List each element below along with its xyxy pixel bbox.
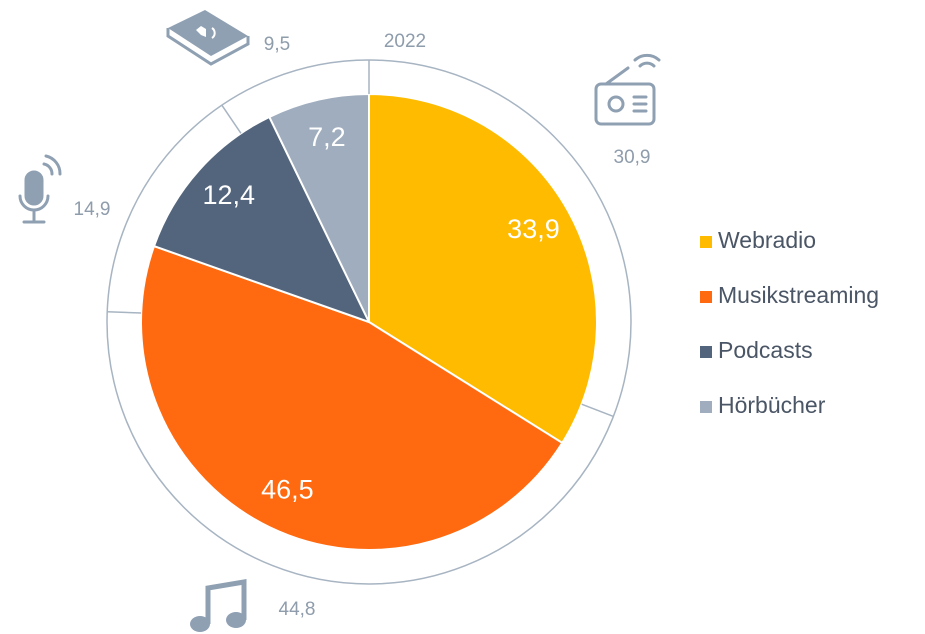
legend-swatch [700,346,712,358]
legend-swatch [700,236,712,248]
legend-label: Hörbücher [718,392,826,418]
legend-label: Musikstreaming [718,282,879,308]
value-label: 33,9 [507,214,560,244]
slice [368,92,598,445]
ring-tick [581,403,614,418]
microphone-icon [18,154,62,224]
slice [152,115,371,324]
legend-label: Podcasts [718,337,813,363]
value-label: 12,4 [202,180,255,210]
value-label: 7,2 [308,122,346,152]
ring-value-label: 14,9 [74,199,111,220]
ring-value-label: 44,8 [279,599,316,620]
ring-value-label: 30,9 [614,147,651,168]
ring-value-label: 9,5 [264,34,290,55]
radio-icon [594,53,661,126]
ring-label: 2022 [384,31,426,52]
legend-swatch [700,401,712,413]
ring-tick [221,104,242,134]
legend-label: Webradio [718,227,816,253]
legend-swatch [700,291,712,303]
ring-tick [107,310,142,314]
music-icon [190,579,247,632]
value-label: 46,5 [261,474,314,504]
slice [140,244,564,551]
audiobook-icon [166,10,250,66]
slice [268,92,370,323]
